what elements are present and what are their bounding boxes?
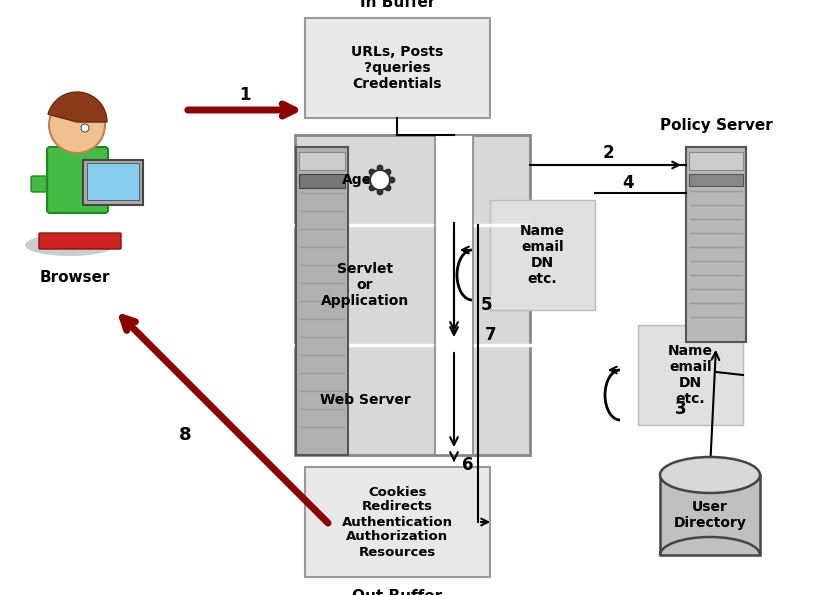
FancyBboxPatch shape xyxy=(47,147,108,213)
Bar xyxy=(305,467,490,577)
Circle shape xyxy=(369,185,375,191)
Text: Agent: Agent xyxy=(342,173,389,187)
Text: 5: 5 xyxy=(481,296,493,314)
Circle shape xyxy=(385,185,391,191)
Bar xyxy=(296,147,348,455)
Bar xyxy=(689,174,743,186)
Circle shape xyxy=(377,165,383,171)
Circle shape xyxy=(49,97,105,153)
Ellipse shape xyxy=(660,457,760,493)
Bar xyxy=(435,135,473,455)
Text: URLs, Posts
?queries
Credentials: URLs, Posts ?queries Credentials xyxy=(351,45,444,91)
Bar xyxy=(689,152,743,170)
Bar xyxy=(295,135,530,455)
Text: 7: 7 xyxy=(485,326,496,344)
FancyBboxPatch shape xyxy=(87,163,139,200)
FancyBboxPatch shape xyxy=(83,160,143,205)
Circle shape xyxy=(389,177,395,183)
Bar xyxy=(372,172,388,188)
FancyBboxPatch shape xyxy=(39,233,121,249)
Text: User
Directory: User Directory xyxy=(674,500,746,530)
Bar xyxy=(305,18,490,118)
Text: Cookies
Redirects
Authentication
Authorization
Resources: Cookies Redirects Authentication Authori… xyxy=(342,486,453,559)
Text: In Buffer: In Buffer xyxy=(359,0,435,10)
Text: Name
email
DN
etc.: Name email DN etc. xyxy=(520,224,565,286)
Wedge shape xyxy=(48,92,107,122)
Circle shape xyxy=(365,177,371,183)
Circle shape xyxy=(370,170,390,190)
Bar xyxy=(299,152,345,170)
FancyBboxPatch shape xyxy=(103,161,125,177)
Text: 2: 2 xyxy=(602,144,614,162)
Circle shape xyxy=(369,169,375,175)
Text: 3: 3 xyxy=(676,399,687,418)
Bar xyxy=(638,325,743,425)
Text: Policy Server: Policy Server xyxy=(660,118,772,133)
Text: 6: 6 xyxy=(462,456,474,474)
Bar xyxy=(490,200,595,310)
Bar xyxy=(686,147,746,342)
Ellipse shape xyxy=(25,234,115,256)
Text: Web Server: Web Server xyxy=(319,393,410,407)
Bar xyxy=(299,174,345,188)
Text: 8: 8 xyxy=(178,426,191,444)
FancyBboxPatch shape xyxy=(31,176,55,192)
Text: Servlet
or
Application: Servlet or Application xyxy=(321,262,409,308)
Circle shape xyxy=(81,124,89,132)
Bar xyxy=(660,475,760,555)
Text: Out Buffer: Out Buffer xyxy=(353,589,443,595)
Circle shape xyxy=(385,169,391,175)
Text: 4: 4 xyxy=(622,174,634,192)
Text: 1: 1 xyxy=(239,86,251,104)
Text: Browser: Browser xyxy=(40,270,110,285)
Text: Name
email
DN
etc.: Name email DN etc. xyxy=(668,344,713,406)
Circle shape xyxy=(377,189,383,195)
